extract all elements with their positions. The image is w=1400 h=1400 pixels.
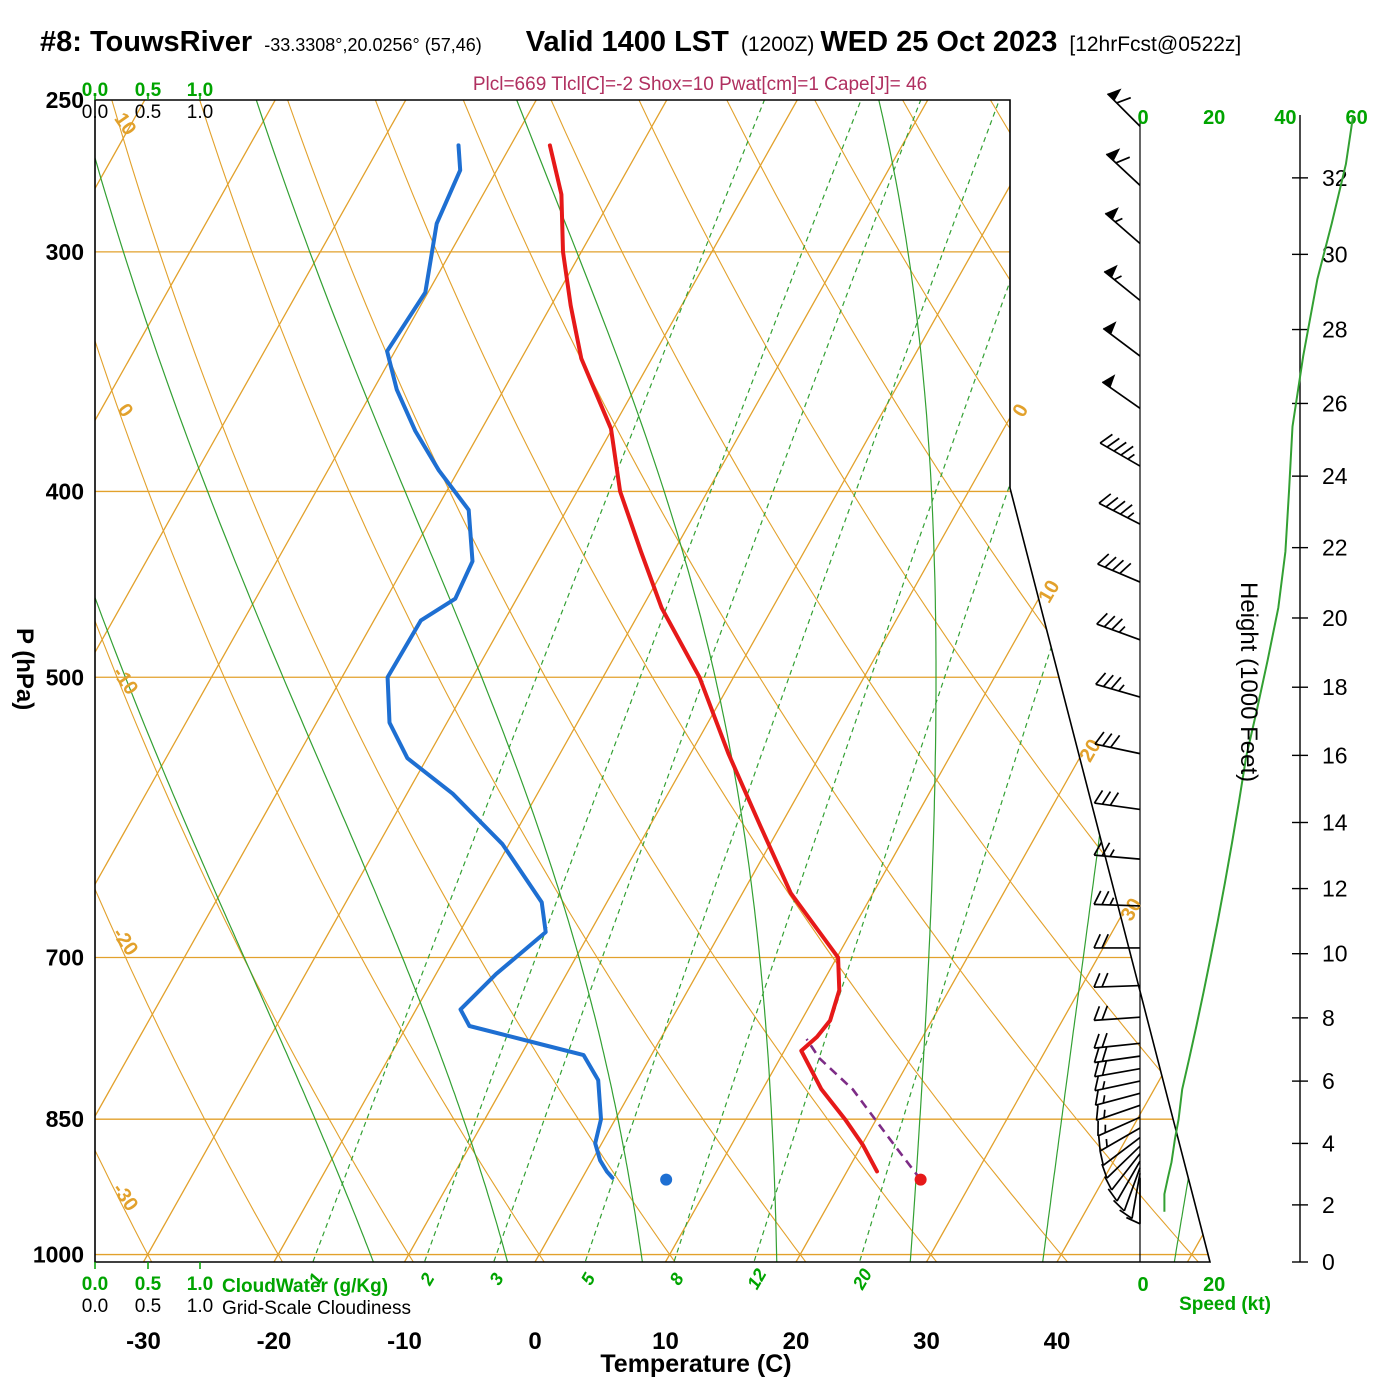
svg-text:24: 24 (1322, 463, 1348, 489)
valid-zulu: (1200Z) (740, 33, 815, 56)
svg-text:40: 40 (1044, 1328, 1071, 1355)
station-coords: -33.3308°,20.0256° (57,46) (264, 35, 482, 55)
svg-text:16: 16 (1322, 742, 1348, 768)
svg-text:300: 300 (46, 239, 84, 265)
svg-text:0.5: 0.5 (135, 1296, 161, 1317)
surface-temperature-dot (914, 1173, 927, 1186)
svg-text:22: 22 (1322, 535, 1348, 561)
svg-text:0: 0 (528, 1328, 541, 1355)
svg-text:250: 250 (46, 87, 84, 113)
chart-header: #8: TouwsRiver -33.3308°,20.0256° (57,46… (40, 26, 1247, 59)
svg-text:1.0: 1.0 (187, 1296, 213, 1317)
svg-text:700: 700 (46, 944, 84, 970)
svg-text:0: 0 (1137, 107, 1148, 129)
svg-text:0.0: 0.0 (82, 102, 108, 123)
background-lines (95, 100, 1210, 1262)
svg-text:20: 20 (1203, 1274, 1225, 1296)
cloudwater-axis-title: CloudWater (g/Kg) (222, 1276, 389, 1297)
speed-axis-title: Speed (kt) (1179, 1294, 1271, 1315)
svg-text:0.5: 0.5 (135, 1274, 162, 1295)
svg-text:500: 500 (46, 664, 84, 690)
svg-text:850: 850 (46, 1106, 84, 1132)
svg-text:20: 20 (783, 1328, 810, 1355)
dewpoint-line (385, 143, 615, 1180)
svg-text:60: 60 (1345, 107, 1367, 129)
svg-text:40: 40 (1274, 107, 1296, 129)
plot-border (94, 99, 1212, 1263)
svg-text:1.0: 1.0 (187, 102, 213, 123)
svg-text:-30: -30 (126, 1328, 161, 1355)
svg-text:0.0: 0.0 (82, 1296, 108, 1317)
svg-text:0.5: 0.5 (135, 80, 162, 101)
forecast-tag: [12hrFcst@0522z] (1069, 33, 1242, 56)
svg-text:12: 12 (743, 1265, 770, 1292)
svg-text:0: 0 (1008, 400, 1033, 421)
svg-text:5: 5 (577, 1269, 600, 1289)
sounding-curves (385, 143, 922, 1181)
height-axis-title: Height (1000 Feet) (1235, 582, 1262, 783)
svg-text:8: 8 (666, 1270, 688, 1289)
temperature-axis-title: Temperature (C) (600, 1350, 792, 1378)
svg-text:4: 4 (1322, 1130, 1335, 1156)
svg-text:1.0: 1.0 (187, 80, 213, 101)
svg-text:-10: -10 (108, 663, 143, 699)
speed-profile-line (1163, 116, 1354, 1212)
cloudiness-axis-title: Grid-Scale Cloudiness (222, 1298, 412, 1319)
svg-text:1000: 1000 (33, 1242, 84, 1268)
svg-text:20: 20 (1203, 107, 1225, 129)
svg-text:400: 400 (46, 478, 84, 504)
svg-text:0: 0 (1137, 1274, 1148, 1296)
svg-text:0.0: 0.0 (82, 80, 108, 101)
svg-text:6: 6 (1322, 1068, 1335, 1094)
svg-text:0: 0 (1322, 1249, 1335, 1275)
valid-date: WED 25 Oct 2023 (820, 26, 1058, 58)
svg-text:1.0: 1.0 (187, 1274, 213, 1295)
svg-text:30: 30 (913, 1328, 940, 1355)
svg-text:12: 12 (1322, 876, 1348, 902)
svg-text:10: 10 (1322, 941, 1348, 967)
svg-text:0.5: 0.5 (135, 102, 161, 123)
svg-text:2: 2 (1322, 1192, 1335, 1218)
svg-text:14: 14 (1322, 809, 1348, 835)
parcel-path-line (805, 1038, 922, 1181)
svg-text:-20: -20 (257, 1328, 292, 1355)
svg-text:32: 32 (1322, 165, 1348, 191)
svg-text:-30: -30 (108, 1179, 143, 1215)
svg-text:28: 28 (1322, 317, 1348, 343)
svg-text:20: 20 (848, 1265, 876, 1293)
wind-barbs (1093, 88, 1141, 1225)
svg-text:20: 20 (1322, 605, 1348, 631)
svg-text:2: 2 (416, 1270, 439, 1290)
surface-dewpoint-dot (660, 1173, 673, 1186)
svg-text:-10: -10 (387, 1328, 422, 1355)
temperature-line (547, 143, 879, 1174)
svg-text:8: 8 (1322, 1005, 1335, 1031)
svg-text:10: 10 (652, 1328, 679, 1355)
svg-text:0.0: 0.0 (82, 1274, 108, 1295)
station-title: #8: TouwsRiver (40, 26, 253, 58)
svg-text:3: 3 (485, 1270, 507, 1289)
svg-text:18: 18 (1322, 674, 1348, 700)
valid-time: Valid 1400 LST (525, 26, 729, 58)
sounding-parameters: Plcl=669 Tlcl[C]=-2 Shox=10 Pwat[cm]=1 C… (472, 74, 928, 95)
svg-text:26: 26 (1322, 390, 1348, 416)
pressure-axis-title: P (hPa) (11, 628, 38, 711)
